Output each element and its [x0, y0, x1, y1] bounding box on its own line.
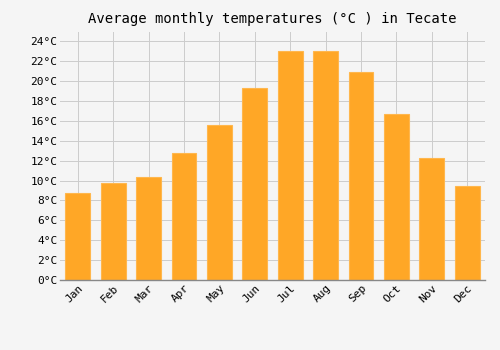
Bar — [313, 51, 338, 280]
Bar — [66, 193, 90, 280]
Bar — [455, 186, 479, 280]
Title: Average monthly temperatures (°C ) in Tecate: Average monthly temperatures (°C ) in Te… — [88, 12, 457, 26]
Bar — [172, 153, 196, 280]
Bar — [207, 125, 232, 280]
Bar — [278, 51, 302, 280]
Bar — [136, 177, 161, 280]
Bar — [420, 158, 444, 280]
Bar — [100, 183, 126, 280]
Bar — [384, 114, 409, 280]
Bar — [242, 88, 267, 280]
Bar — [348, 72, 374, 280]
